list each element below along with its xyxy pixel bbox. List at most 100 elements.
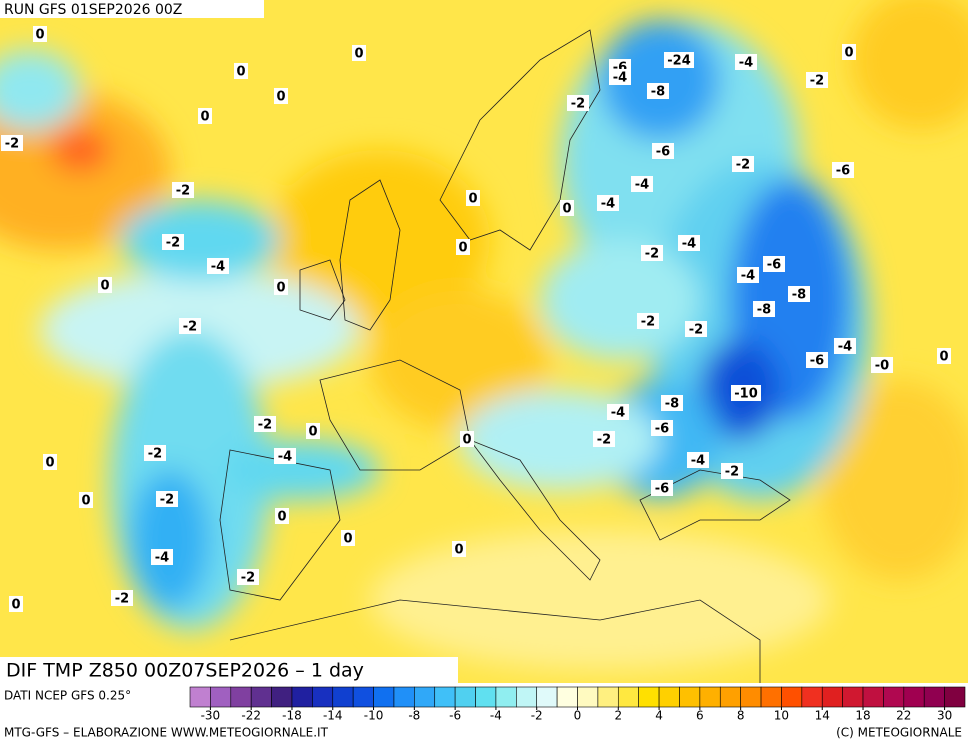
colorbar-swatch — [210, 686, 232, 708]
colorbar-swatch — [801, 686, 823, 708]
contour-label-box — [33, 26, 47, 42]
contour-label: 0 — [100, 279, 109, 294]
contour-label-box — [98, 277, 112, 293]
contour-label: 0 — [939, 350, 948, 365]
contour-label-box — [641, 245, 663, 261]
contour-label: 0 — [468, 192, 477, 207]
colorbar-tick-label: -8 — [408, 709, 420, 723]
contour-label: 0 — [454, 543, 463, 558]
colorbar-swatch — [312, 686, 334, 708]
contour-label: -2 — [258, 418, 272, 433]
contour-label: -4 — [691, 454, 705, 469]
contour-label-box — [607, 404, 629, 420]
colorbar-tick-label: 2 — [614, 709, 622, 723]
contour-label-box — [43, 454, 57, 470]
contour-label-box — [597, 195, 619, 211]
contour-label: -4 — [601, 197, 615, 212]
colorbar-swatch — [291, 686, 313, 708]
contour-label: -2 — [160, 493, 174, 508]
contour-label: -2 — [148, 447, 162, 462]
contour-label: 0 — [844, 46, 853, 61]
contour-label-box — [609, 69, 631, 85]
colorbar-swatch — [658, 686, 680, 708]
contour-label: -8 — [651, 85, 665, 100]
contour-label: -6 — [767, 258, 781, 273]
contour-label-box — [651, 420, 673, 436]
contour-label: 0 — [45, 456, 54, 471]
contour-label-box — [871, 357, 893, 373]
contour-label: 0 — [276, 90, 285, 105]
contour-label: 0 — [308, 425, 317, 440]
contour-label-box — [151, 549, 173, 565]
contour-label-box — [341, 530, 355, 546]
contour-label: -4 — [635, 178, 649, 193]
contour-label-box — [466, 190, 480, 206]
colorbar-swatch — [250, 686, 272, 708]
contour-label-box — [737, 267, 759, 283]
colorbar-tick-label: -22 — [241, 709, 261, 723]
contour-label: -4 — [611, 406, 625, 421]
colorbar-swatch — [597, 686, 619, 708]
contour-label: -8 — [665, 397, 679, 412]
contour-label-box — [237, 569, 259, 585]
contour-label: -6 — [656, 145, 670, 160]
contour-label: 0 — [11, 598, 20, 613]
colorbar-swatch — [393, 686, 415, 708]
contour-label-box — [275, 508, 289, 524]
contour-label-box — [685, 321, 707, 337]
contour-label-box — [234, 63, 248, 79]
colorbar-swatch — [781, 686, 803, 708]
colorbar-swatch — [189, 686, 211, 708]
colorbar-swatch — [944, 686, 966, 708]
contour-label: 0 — [343, 532, 352, 547]
colorbar-tick-label: 6 — [696, 709, 704, 723]
colorbar-swatch — [699, 686, 721, 708]
colorbar-swatch — [760, 686, 782, 708]
contour-label-box — [452, 541, 466, 557]
contour-label-box — [172, 182, 194, 198]
contour-label: -2 — [725, 465, 739, 480]
contour-label: -6 — [810, 354, 824, 369]
contour-label: -2 — [241, 571, 255, 586]
contour-label-box — [834, 338, 856, 354]
colorbar-swatch — [536, 686, 558, 708]
contour-label: 0 — [354, 47, 363, 62]
contour-label: -2 — [689, 323, 703, 338]
contour-label-box — [937, 348, 951, 364]
contour-label: -2 — [810, 74, 824, 89]
contour-label: 0 — [462, 433, 471, 448]
contour-label: -0 — [875, 359, 889, 374]
contour-label: -8 — [757, 303, 771, 318]
contour-label: 0 — [81, 494, 90, 509]
contour-label-box — [254, 416, 276, 432]
header-box — [0, 0, 264, 18]
colorbar-swatch — [454, 686, 476, 708]
contour-label-box — [567, 95, 589, 111]
colorbar-tick-label: 14 — [815, 709, 830, 723]
contour-label: -2 — [5, 137, 19, 152]
contour-label-box — [352, 45, 366, 61]
colorbar-tick-label: -30 — [201, 709, 221, 723]
colorbar-tick-label: 22 — [896, 709, 911, 723]
contour-label-box — [735, 54, 757, 70]
contour-label-box — [79, 492, 93, 508]
contour-label-box — [593, 431, 615, 447]
contour-label-box — [198, 108, 212, 124]
contour-label: -2 — [183, 320, 197, 335]
contour-label: -4 — [741, 269, 755, 284]
contour-label-box — [687, 452, 709, 468]
contour-label-box — [652, 143, 674, 159]
colorbar-swatch — [679, 686, 701, 708]
colorbar-swatch — [271, 686, 293, 708]
map-field — [0, 0, 968, 683]
coastlines — [219, 29, 791, 683]
colorbar-swatch — [740, 686, 762, 708]
contour-label: -4 — [211, 260, 225, 275]
contour-label-box — [162, 234, 184, 250]
contour-label: -10 — [734, 387, 758, 402]
contour-label: -2 — [641, 315, 655, 330]
colorbar-swatch — [638, 686, 660, 708]
contour-label-box — [456, 239, 470, 255]
